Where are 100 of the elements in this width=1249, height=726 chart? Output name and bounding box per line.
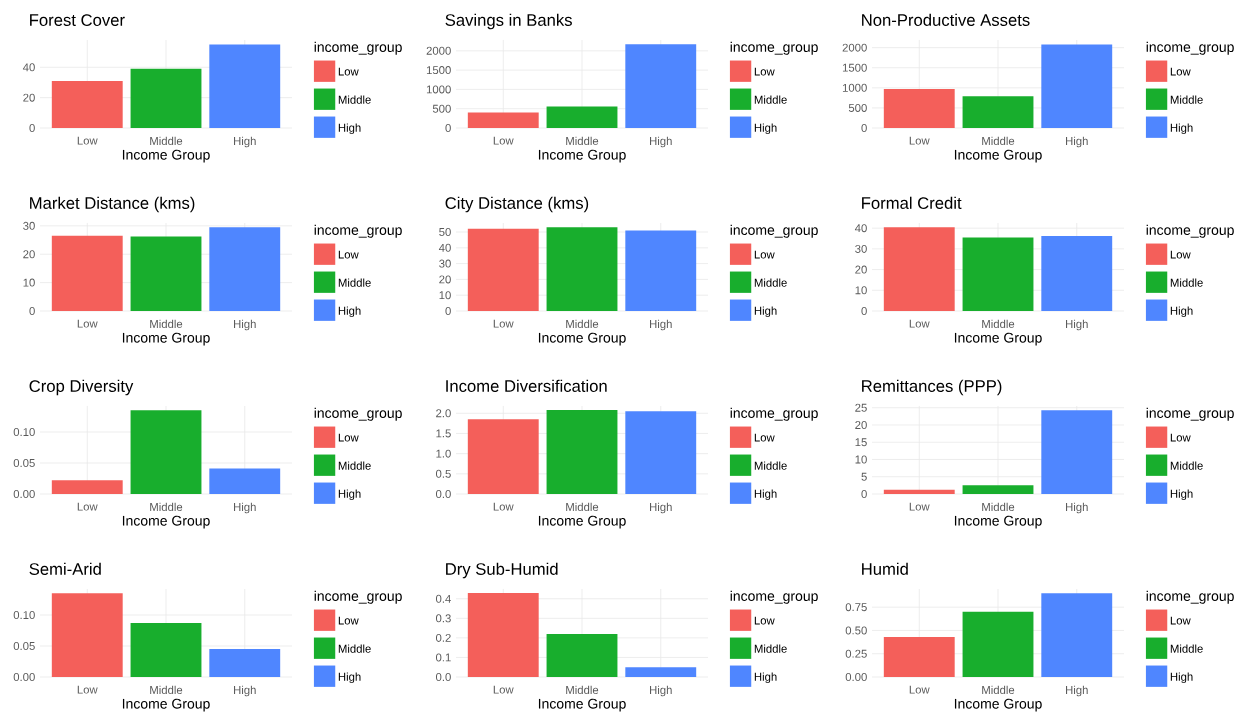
chart-title: Forest Cover xyxy=(30,14,125,26)
y-tick-label: 20 xyxy=(23,250,35,259)
legend-label: Middle xyxy=(338,461,371,470)
x-axis-title: Income Group xyxy=(954,149,1042,163)
y-tick-label: 1.5 xyxy=(436,429,451,438)
x-tick-label: Middle xyxy=(982,502,1015,512)
x-tick-label: Middle xyxy=(982,319,1015,329)
legend-label: Low xyxy=(338,67,359,76)
legend-label: Low xyxy=(754,433,775,442)
legend-label: Middle xyxy=(1170,95,1203,104)
legend-title: income_group xyxy=(730,41,818,55)
x-tick-label: Low xyxy=(77,319,98,328)
x-axis-title: Income Group xyxy=(538,149,626,163)
legend-label: High xyxy=(754,123,777,134)
chart-title: Crop Diversity xyxy=(29,379,134,396)
x-tick-label: Low xyxy=(493,136,514,145)
legend-label: High xyxy=(338,489,361,500)
x-tick-label: Middle xyxy=(566,502,599,512)
x-tick-label: High xyxy=(234,685,256,697)
chart-title: Humid xyxy=(862,562,908,575)
y-tick-label: 0.05 xyxy=(13,642,35,651)
legend-title: income_group xyxy=(730,224,818,238)
x-axis-title: Income Group xyxy=(954,515,1042,529)
y-tick-label: 0 xyxy=(29,123,35,132)
legend-label: Low xyxy=(754,250,775,259)
x-axis-title: Income Group xyxy=(954,698,1042,712)
y-tick-label: 40 xyxy=(22,63,35,72)
y-tick-label: 2000 xyxy=(842,43,867,52)
legend-label: Middle xyxy=(754,461,787,470)
legend-label: High xyxy=(754,672,777,683)
x-tick-label: Low xyxy=(77,136,98,145)
y-tick-label: 10 xyxy=(23,278,35,287)
x-tick-label: Low xyxy=(77,685,98,694)
legend-label: High xyxy=(338,123,361,134)
chart-title: Dry Sub-Humid xyxy=(446,562,558,579)
y-tick-label: 10 xyxy=(439,291,451,300)
x-tick-label: High xyxy=(234,502,256,514)
y-tick-label: 0.0 xyxy=(435,490,451,498)
chart-title: City Distance (kms) xyxy=(445,196,589,213)
y-tick-label: 50 xyxy=(439,228,451,237)
chart-title: Savings in Banks xyxy=(445,13,572,30)
x-tick-label: Middle xyxy=(566,685,599,695)
y-tick-label: 0 xyxy=(861,490,867,498)
legend-label: High xyxy=(1170,306,1193,317)
legend-title: income_group xyxy=(1146,407,1234,421)
x-tick-label: Low xyxy=(909,502,930,511)
legend-label: Low xyxy=(754,67,775,76)
legend-title: income_group xyxy=(1146,41,1234,55)
y-tick-label: 1500 xyxy=(426,66,451,75)
x-tick-label: High xyxy=(1066,685,1088,697)
chart-title: Semi-Arid xyxy=(29,562,101,575)
y-tick-label: 2000 xyxy=(426,46,451,55)
x-tick-label: Middle xyxy=(982,136,1015,146)
y-tick-label: 1000 xyxy=(426,85,451,94)
legend-label: Low xyxy=(754,616,775,625)
legend-title: income_group xyxy=(1146,590,1234,604)
legend-label: Middle xyxy=(338,95,371,104)
legend-label: Low xyxy=(338,616,359,625)
x-tick-label: Low xyxy=(909,685,930,694)
y-tick-label: 1500 xyxy=(842,63,867,72)
y-tick-label: 0 xyxy=(861,123,867,132)
x-tick-label: Low xyxy=(493,319,514,328)
y-tick-label: 0.1 xyxy=(435,653,451,662)
legend-title: income_group xyxy=(314,41,402,55)
x-axis-title: Income Group xyxy=(122,149,210,163)
y-tick-label: 0 xyxy=(29,306,35,315)
chart-title: Non-Productive Assets xyxy=(862,13,1030,26)
y-tick-label: 0.50 xyxy=(845,626,867,635)
x-tick-label: Low xyxy=(909,136,930,145)
y-tick-label: 40 xyxy=(854,224,867,233)
y-tick-label: 0.4 xyxy=(435,594,451,603)
legend-label: Low xyxy=(1170,67,1191,76)
y-tick-label: 0 xyxy=(861,306,867,315)
legend-title: income_group xyxy=(730,590,818,604)
x-tick-label: Low xyxy=(493,502,514,511)
y-tick-label: 0.75 xyxy=(845,603,867,612)
x-tick-label: Middle xyxy=(566,319,599,329)
chart-title: Formal Credit xyxy=(862,196,962,209)
y-tick-label: 0.10 xyxy=(13,428,35,437)
y-tick-label: 1.0 xyxy=(436,449,451,458)
legend-label: Low xyxy=(1170,250,1191,259)
legend-label: Low xyxy=(1170,433,1191,442)
y-tick-label: 0.3 xyxy=(435,614,451,623)
y-tick-label: 500 xyxy=(432,104,451,113)
legend-label: High xyxy=(1170,489,1193,500)
x-axis-title: Income Group xyxy=(954,332,1042,346)
y-tick-label: 40 xyxy=(438,243,451,252)
y-tick-label: 0.00 xyxy=(13,673,35,682)
y-tick-label: 25 xyxy=(855,403,867,412)
x-tick-label: Low xyxy=(493,685,514,694)
legend-label: Low xyxy=(338,433,359,442)
legend-title: income_group xyxy=(314,590,402,604)
legend-label: High xyxy=(754,306,777,317)
x-tick-label: High xyxy=(1066,136,1088,148)
legend-label: Middle xyxy=(754,95,787,104)
legend-label: Middle xyxy=(1170,644,1203,653)
y-tick-label: 10 xyxy=(855,286,867,295)
legend-label: Middle xyxy=(754,644,787,653)
legend-label: Middle xyxy=(754,278,787,287)
legend-title: income_group xyxy=(730,407,818,421)
